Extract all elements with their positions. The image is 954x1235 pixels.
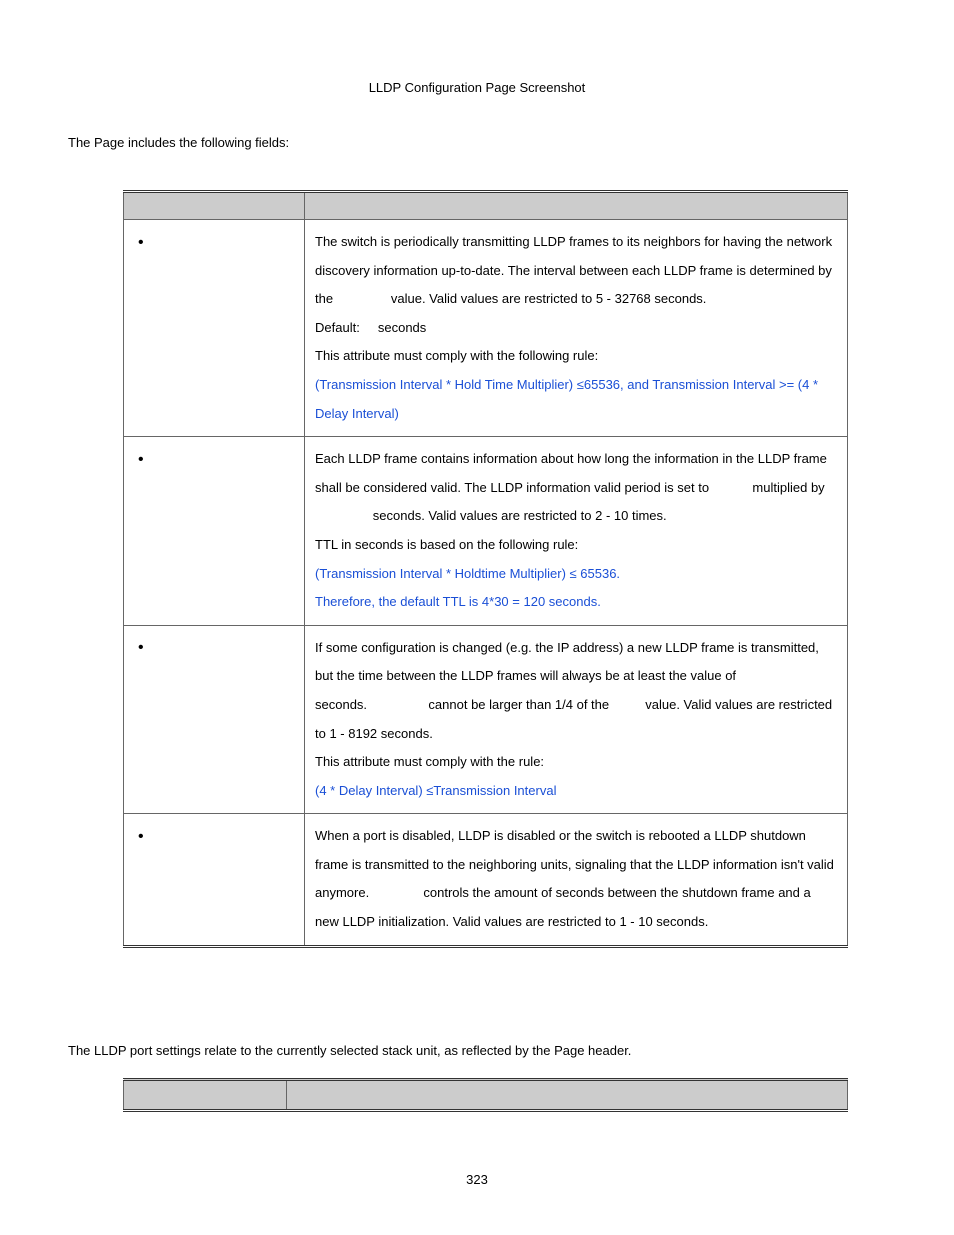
table-header-row [124,1079,848,1110]
desc-text: When a port is disabled, LLDP is disable… [315,828,834,929]
description-cell: The switch is periodically transmitting … [305,220,848,437]
table-row: • If some configuration is changed (e.g.… [124,625,848,814]
rule-label: This attribute must comply with the rule… [315,754,544,769]
lldp-parameters-table: • The switch is periodically transmittin… [123,190,848,948]
default-text: Default: seconds [315,320,426,335]
table-header-row [124,192,848,220]
bullet-icon: • [138,452,144,468]
object-cell: • [124,814,305,946]
object-cell: • [124,625,305,814]
desc-text: Each LLDP frame contains information abo… [315,451,827,523]
section-body: The LLDP port settings relate to the cur… [68,1043,886,1058]
page-container: LLDP Configuration Page Screenshot The P… [0,0,954,1227]
desc-text: The switch is periodically transmitting … [315,234,832,306]
rule-text: (4 * Delay Interval) ≤Transmission Inter… [315,783,556,798]
rule-label: This attribute must comply with the foll… [315,348,598,363]
description-cell: If some configuration is changed (e.g. t… [305,625,848,814]
lldp-port-table [123,1078,848,1112]
table-row: • When a port is disabled, LLDP is disab… [124,814,848,946]
header-object [124,192,305,220]
intro-text: The Page includes the following fields: [68,135,886,150]
object-cell: • [124,437,305,626]
rule-text: (Transmission Interval * Holdtime Multip… [315,566,620,581]
figure-caption: LLDP Configuration Page Screenshot [68,80,886,95]
bullet-icon: • [138,829,144,845]
description-cell: When a port is disabled, LLDP is disable… [305,814,848,946]
rule-label: TTL in seconds is based on the following… [315,537,578,552]
rule-text-2: Therefore, the default TTL is 4*30 = 120… [315,594,601,609]
rule-text: (Transmission Interval * Hold Time Multi… [315,377,818,421]
header-description [287,1079,848,1110]
bullet-icon: • [138,235,144,251]
object-cell: • [124,220,305,437]
table-row: • The switch is periodically transmittin… [124,220,848,437]
header-description [305,192,848,220]
header-object [124,1079,287,1110]
table-row: • Each LLDP frame contains information a… [124,437,848,626]
page-number: 323 [68,1172,886,1187]
description-cell: Each LLDP frame contains information abo… [305,437,848,626]
bullet-icon: • [138,640,144,656]
desc-text: If some configuration is changed (e.g. t… [315,640,832,741]
section-title [68,1018,886,1033]
